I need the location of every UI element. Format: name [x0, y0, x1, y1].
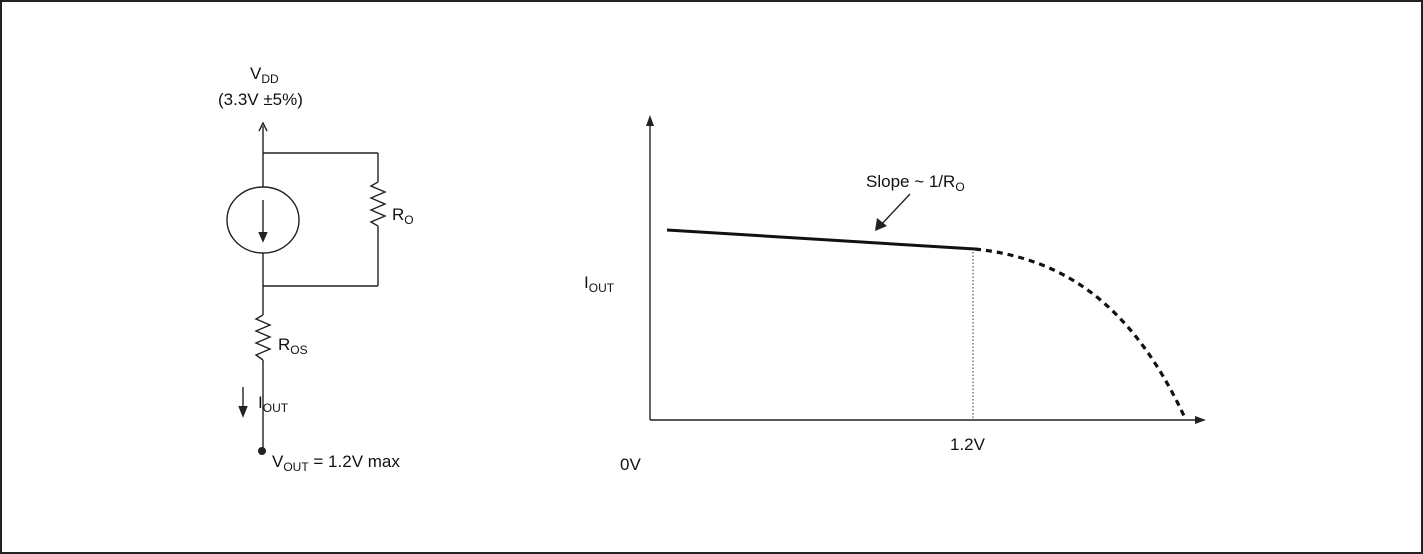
vdd-label: VDD [250, 64, 279, 86]
vdd-arrow-icon [258, 121, 268, 132]
circuit-schematic [226, 121, 387, 450]
y-axis-label: IOUT [584, 273, 615, 295]
vout-label: VOUT = 1.2V max [272, 452, 400, 474]
iv-graph [646, 115, 1206, 424]
vdd-spec-label: (3.3V ±5%) [218, 90, 303, 109]
saturation-curve-solid [666, 228, 976, 251]
y-axis-arrow-icon [646, 115, 654, 126]
x-origin-label: 0V [620, 455, 641, 474]
x-axis-arrow-icon [1195, 416, 1206, 424]
slope-pointer [879, 193, 911, 227]
slope-label: Slope ~ 1/RO [866, 172, 965, 194]
iout-circuit-label: IOUT [258, 393, 289, 415]
ro-label: RO [392, 205, 414, 227]
slope-pointer-arrow-icon [875, 218, 887, 231]
x-knee-label: 1.2V [950, 435, 986, 454]
iout-arrow-icon [238, 405, 248, 418]
ros-resistor-icon [254, 314, 272, 361]
current-source-arrowhead [258, 231, 268, 243]
ro-resistor-icon [369, 181, 387, 227]
ros-label: ROS [278, 335, 308, 357]
vout-node-icon [258, 447, 266, 455]
rolloff-curve-dashed [974, 247, 1187, 419]
